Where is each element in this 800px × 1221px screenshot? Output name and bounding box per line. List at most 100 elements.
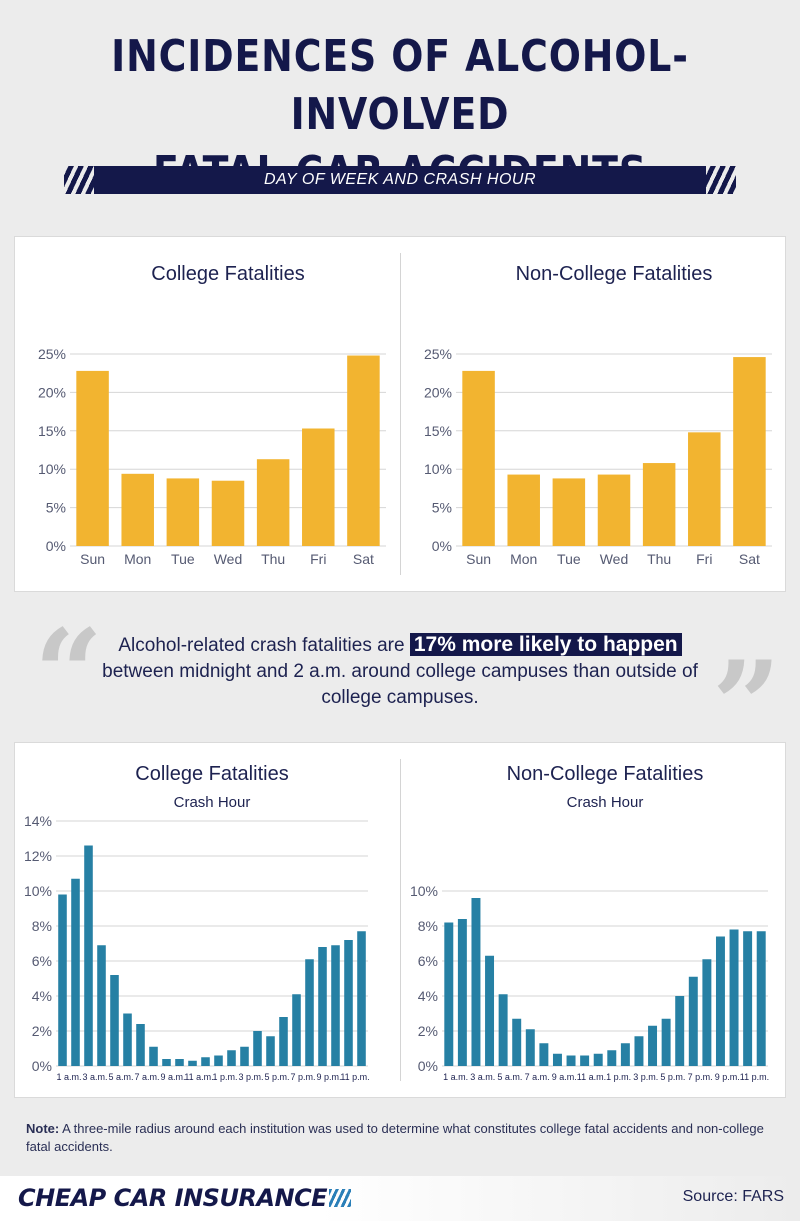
x-tick-label: Sun [466,551,491,567]
bar [123,1013,132,1066]
chart-title: College Fatalities [151,263,304,285]
noncollege-day-chart: Non-College Fatalities 0% 5% 10% 15% 20% 25% Su… [424,263,772,567]
x-tick-label: 1 a.m. [56,1072,81,1082]
bar [648,1025,658,1066]
bar [507,474,540,546]
y-tick-label: 10% [424,461,452,477]
logo-text: CHEAP CAR INSURANCE [18,1184,328,1212]
x-tick-label: Mon [124,551,151,567]
x-tick-label: 11 a.m. [577,1072,606,1082]
bar [525,1029,535,1066]
bar [702,959,712,1066]
bar [76,370,109,546]
bar [97,945,106,1066]
note-label: Note: [26,1121,60,1136]
bar [729,929,739,1066]
x-tick-label: 7 p.m. [688,1072,713,1082]
bar [214,1055,223,1066]
y-tick-label: 25% [38,346,66,362]
source-label: Source: FARS [682,1188,784,1205]
bar [331,945,340,1066]
bar [552,1053,562,1066]
bar [256,459,290,546]
bar [149,1046,158,1066]
y-tick-label: 5% [46,500,66,516]
college-day-chart: College Fatalities 0% 5% 10% 15% 20% 25% Sun Mon… [38,263,386,567]
bar [634,1036,644,1066]
panel-divider [400,253,401,575]
x-tick-label: 1 p.m. [212,1072,237,1082]
bar [292,994,301,1066]
x-tick-label: 5 p.m. [660,1072,685,1082]
y-tick-label: 20% [38,384,66,400]
bar [344,940,353,1066]
y-tick-label: 15% [424,423,452,439]
bar [201,1057,210,1066]
banner-stripes-left [64,166,94,194]
x-tick-label: Wed [214,551,243,567]
subtitle-banner: DAY OF WEEK AND CRASH HOUR [64,166,736,194]
note: Note: A three-mile radius around each in… [26,1120,766,1156]
bar [211,480,245,546]
x-tick-label: Sat [353,551,374,567]
bar [253,1031,262,1066]
chart-title: Non-College Fatalities [507,763,704,785]
bar [121,473,154,546]
bar [539,1043,549,1066]
x-tick-label: Sat [739,551,760,567]
y-tick-label: 4% [418,988,438,1004]
logo[interactable]: CHEAP CAR INSURANCE [18,1184,352,1212]
y-tick-label: 10% [410,883,438,899]
banner-stripes-right [706,166,736,194]
y-tick-label: 15% [38,423,66,439]
bar [661,1018,671,1066]
quote-section: “ Alcohol-related crash fatalities are 1… [0,614,800,766]
bar [462,370,495,546]
bar [688,976,698,1066]
x-tick-label: Thu [261,551,285,567]
chart-title: College Fatalities [135,763,288,785]
bar [347,355,380,546]
x-tick-label: 11 p.m. [740,1072,769,1082]
y-tick-label: 2% [32,1023,52,1039]
bar [58,894,67,1066]
y-tick-label: 8% [32,918,52,934]
bar [457,919,467,1066]
bar [642,463,676,546]
chart-title: Non-College Fatalities [516,263,713,285]
quote-after: between midnight and 2 a.m. around colle… [102,661,698,708]
bar [110,975,119,1066]
bar [302,428,335,546]
bar [715,936,725,1066]
noncollege-hour-chart: Non-College Fatalities Crash Hour 0% 2% 4% 6%… [410,763,769,1082]
bar [266,1036,275,1066]
bar [318,947,327,1066]
open-quote-icon: “ [34,603,104,744]
note-text: A three-mile radius around each institut… [26,1121,764,1154]
bar [512,1018,522,1066]
y-tick-label: 8% [418,918,438,934]
bar [620,1043,630,1066]
bar [240,1046,249,1066]
x-tick-label: Thu [647,551,671,567]
y-tick-label: 12% [24,848,52,864]
bar [162,1059,171,1066]
x-tick-label: Sun [80,551,105,567]
y-tick-label: 6% [418,953,438,969]
chart-subtitle: Crash Hour [174,794,251,811]
bar [756,931,766,1066]
bar [733,357,766,546]
bar [444,922,454,1066]
x-tick-label: 3 a.m. [82,1072,107,1082]
x-tick-label: Tue [557,551,581,567]
x-tick-label: 9 a.m. [552,1072,577,1082]
y-tick-label: 0% [432,538,452,554]
x-tick-label: Mon [510,551,537,567]
bar [175,1059,184,1066]
x-tick-label: Tue [171,551,195,567]
y-tick-label: 6% [32,953,52,969]
x-tick-label: 7 a.m. [525,1072,550,1082]
panel-divider [400,759,401,1081]
y-tick-label: 0% [418,1058,438,1074]
bar [607,1050,617,1066]
